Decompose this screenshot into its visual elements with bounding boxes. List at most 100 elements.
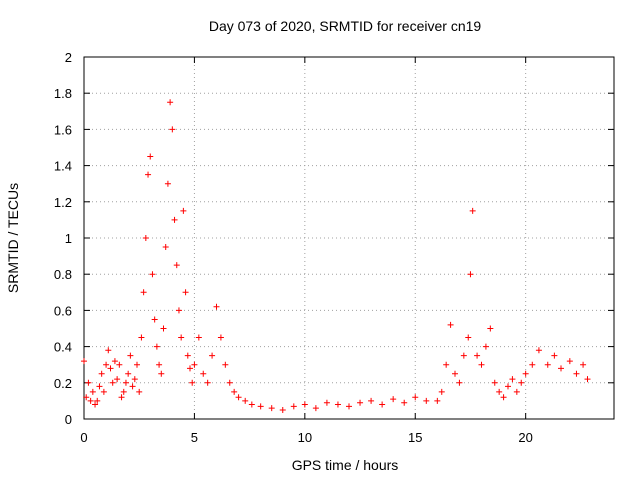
data-point (496, 388, 503, 395)
data-point (81, 358, 87, 365)
data-point (505, 383, 511, 390)
data-point (231, 388, 238, 395)
data-point (105, 347, 112, 354)
data-point (118, 394, 125, 401)
y-tick-label: 1.8 (54, 86, 72, 101)
data-point (580, 361, 587, 368)
data-point (469, 207, 476, 214)
data-point (334, 401, 341, 408)
data-point (147, 153, 154, 160)
data-point (160, 325, 167, 332)
data-point (401, 399, 408, 406)
data-point (390, 396, 397, 403)
y-axis-label: SRMTID / TECUs (5, 183, 21, 293)
data-point (209, 352, 216, 359)
data-point (500, 394, 507, 401)
y-tick-label: 0.8 (54, 267, 72, 282)
data-point (535, 347, 542, 354)
data-point (125, 370, 132, 377)
y-tick-label: 1.6 (54, 122, 72, 137)
data-point (111, 358, 118, 365)
data-point (279, 406, 286, 413)
x-axis-label: GPS time / hours (292, 457, 399, 473)
data-point (167, 99, 174, 106)
data-point (171, 216, 178, 223)
data-point (474, 352, 481, 359)
data-point (482, 343, 489, 350)
data-points (81, 99, 591, 413)
y-tick-label: 1.4 (54, 159, 72, 174)
data-point (142, 235, 149, 241)
data-point (204, 379, 211, 386)
data-point (529, 361, 536, 368)
data-point (156, 361, 163, 368)
data-point (558, 365, 564, 372)
data-point (346, 403, 352, 410)
data-point (153, 343, 160, 350)
y-tick-label: 0.6 (54, 303, 72, 318)
data-point (116, 361, 123, 368)
data-point (131, 376, 138, 383)
data-point (551, 352, 558, 359)
data-point (452, 370, 458, 377)
data-point (467, 271, 474, 278)
y-tick-label: 1 (65, 231, 72, 246)
data-point (195, 334, 202, 341)
x-tick-label: 10 (298, 430, 312, 445)
data-point (129, 383, 136, 390)
data-point (443, 361, 450, 368)
data-point (200, 370, 207, 377)
data-point (412, 394, 419, 401)
y-tick-label: 0.2 (54, 376, 72, 391)
data-point (518, 379, 525, 386)
data-point (140, 289, 147, 296)
data-point (222, 361, 229, 368)
data-point (522, 370, 529, 377)
data-point (301, 401, 308, 408)
x-tick-label: 0 (80, 430, 87, 445)
data-point (379, 401, 386, 408)
data-point (109, 379, 116, 386)
data-point (120, 388, 127, 395)
data-point (169, 126, 176, 133)
data-point (257, 403, 264, 410)
data-point (98, 370, 105, 377)
y-tick-label: 1.2 (54, 195, 72, 210)
data-point (87, 397, 94, 404)
grid-lines (84, 57, 614, 419)
data-point (478, 361, 485, 368)
data-point (357, 399, 364, 406)
data-point (323, 399, 330, 406)
data-point (438, 388, 445, 395)
data-point (107, 365, 114, 372)
data-point (180, 207, 187, 214)
data-point (136, 388, 143, 395)
data-point (491, 379, 498, 386)
data-point (566, 358, 573, 365)
data-point (573, 370, 580, 377)
data-point (96, 383, 103, 390)
data-point (134, 361, 140, 368)
data-point (456, 379, 463, 386)
data-point (138, 334, 145, 341)
data-point (83, 394, 90, 401)
axis-ticks: 00.20.40.60.811.21.41.61.820 5 10 15 20 (54, 50, 614, 445)
data-point (434, 397, 441, 404)
data-point (368, 397, 375, 404)
data-point (158, 370, 165, 377)
data-point (487, 325, 494, 332)
x-tick-label: 20 (518, 430, 532, 445)
data-point (162, 244, 169, 251)
data-point (85, 379, 92, 386)
data-point (103, 361, 110, 368)
data-point (187, 365, 193, 372)
data-point (127, 352, 134, 359)
data-point (584, 376, 591, 383)
data-point (509, 376, 516, 383)
data-point (92, 401, 99, 408)
data-point (268, 405, 275, 412)
data-point (290, 403, 297, 410)
data-point (447, 321, 454, 328)
chart-title: Day 073 of 2020, SRMTID for receiver cn1… (209, 18, 482, 34)
